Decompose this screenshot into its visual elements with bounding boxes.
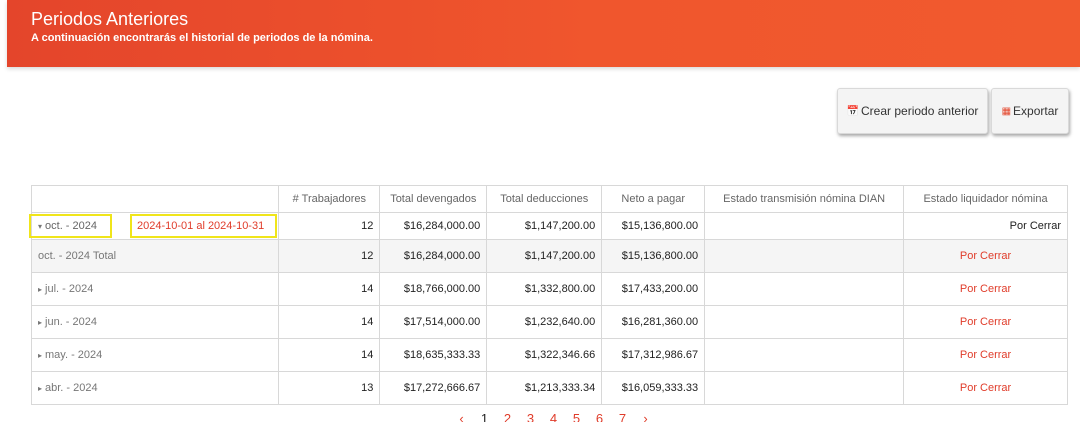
workers-cell: 14 — [278, 305, 381, 339]
neto-cell: $16,059,333.33 — [601, 371, 706, 405]
caret-right-icon[interactable]: ▸ — [38, 285, 43, 294]
column-header-deducciones: Total deducciones — [486, 185, 603, 213]
highlight-month — [29, 214, 112, 238]
neto-cell: $15,136,800.00 — [601, 212, 706, 240]
caret-right-icon[interactable]: ▸ — [38, 384, 43, 393]
spreadsheet-icon: ▦ — [1001, 105, 1012, 117]
column-header-estado: Estado liquidador nómina — [903, 185, 1068, 213]
table-row[interactable]: ▸ jun. - 2024 14 $17,514,000.00 $1,232,64… — [30, 305, 1068, 339]
neto-cell: $17,433,200.00 — [601, 272, 706, 306]
page-header: Periodos Anteriores A continuación encon… — [7, 0, 1080, 67]
column-header-neto: Neto a pagar — [601, 185, 706, 213]
deducciones-cell: $1,322,346.66 — [486, 338, 603, 372]
period-cell[interactable]: ▸ jul. - 2024 — [30, 272, 280, 306]
page-2[interactable]: 2 — [503, 411, 512, 422]
dian-cell — [704, 305, 905, 339]
period-label: may. - 2024 — [45, 349, 103, 361]
workers-cell: 12 — [278, 212, 381, 240]
dian-cell — [704, 371, 905, 405]
estado-cell[interactable]: Por Cerrar — [903, 371, 1068, 405]
prev-page-button[interactable]: ‹ — [459, 411, 464, 422]
period-cell[interactable]: ▸ jun. - 2024 — [30, 305, 280, 339]
deducciones-cell: $1,232,640.00 — [486, 305, 603, 339]
neto-cell: $15,136,800.00 — [601, 239, 706, 273]
estado-cell: Por Cerrar — [903, 212, 1068, 240]
page-6[interactable]: 6 — [595, 411, 604, 422]
dian-cell — [704, 338, 905, 372]
period-label: abr. - 2024 — [45, 382, 98, 394]
page-subtitle: A continuación encontrarás el historial … — [31, 32, 373, 44]
deducciones-cell: $1,147,200.00 — [486, 212, 603, 240]
table-header-row: # Trabajadores Total devengados Total de… — [30, 185, 1068, 213]
page-7[interactable]: 7 — [618, 411, 627, 422]
deducciones-cell: $1,213,333.34 — [486, 371, 603, 405]
devengados-cell: $18,766,000.00 — [379, 272, 488, 306]
estado-cell[interactable]: Por Cerrar — [903, 272, 1068, 306]
devengados-cell: $18,635,333.33 — [379, 338, 488, 372]
devengados-cell: $17,514,000.00 — [379, 305, 488, 339]
estado-cell[interactable]: Por Cerrar — [903, 338, 1068, 372]
dian-cell — [704, 239, 905, 273]
table-row[interactable]: ▸ may. - 2024 14 $18,635,333.33 $1,322,34… — [30, 338, 1068, 372]
caret-right-icon[interactable]: ▸ — [38, 351, 43, 360]
page-3[interactable]: 3 — [526, 411, 535, 422]
caret-right-icon[interactable]: ▸ — [38, 318, 43, 327]
page-1[interactable]: 1 — [480, 411, 489, 422]
devengados-cell: $16,284,000.00 — [379, 212, 488, 240]
table-row[interactable]: ▸ jul. - 2024 14 $18,766,000.00 $1,332,80… — [30, 272, 1068, 306]
devengados-cell: $16,284,000.00 — [379, 239, 488, 273]
period-label: jun. - 2024 — [45, 316, 97, 328]
pagination: ‹ 1 2 3 4 5 6 7 › — [450, 411, 657, 422]
dian-cell — [704, 272, 905, 306]
period-label: jul. - 2024 — [45, 283, 94, 295]
table-row-total: oct. - 2024 Total 12 $16,284,000.00 $1,1… — [30, 239, 1068, 273]
period-range-link[interactable]: 2024-10-01 al 2024-10-31 — [137, 220, 265, 232]
period-cell[interactable]: ▸ abr. - 2024 — [30, 371, 280, 405]
neto-cell: $17,312,986.67 — [601, 338, 706, 372]
export-button[interactable]: ▦ Exportar — [991, 88, 1069, 134]
highlight-range — [130, 214, 277, 238]
workers-cell: 12 — [278, 239, 381, 273]
export-label: Exportar — [1013, 104, 1059, 118]
next-page-button[interactable]: › — [643, 411, 648, 422]
deducciones-cell: $1,147,200.00 — [486, 239, 603, 273]
page-5[interactable]: 5 — [572, 411, 581, 422]
deducciones-cell: $1,332,800.00 — [486, 272, 603, 306]
period-total-label: oct. - 2024 Total — [30, 239, 280, 273]
workers-cell: 13 — [278, 371, 381, 405]
periods-table: # Trabajadores Total devengados Total de… — [30, 185, 1068, 405]
caret-down-icon[interactable]: ▾ — [38, 222, 43, 231]
period-expanded-toggle[interactable]: ▾ oct. - 2024 — [38, 220, 97, 232]
calendar-icon: 📅 — [846, 105, 860, 117]
period-label: oct. - 2024 — [45, 220, 97, 232]
workers-cell: 14 — [278, 272, 381, 306]
column-header-workers: # Trabajadores — [278, 185, 381, 213]
dian-cell — [704, 212, 905, 240]
table-row-expanded[interactable]: 12 $16,284,000.00 $1,147,200.00 $15,136,… — [30, 212, 1068, 240]
column-header-dian: Estado transmisión nómina DIAN — [704, 185, 905, 213]
neto-cell: $16,281,360.00 — [601, 305, 706, 339]
page-title: Periodos Anteriores — [31, 9, 189, 29]
devengados-cell: $17,272,666.67 — [379, 371, 488, 405]
create-period-button[interactable]: 📅 Crear periodo anterior — [837, 88, 988, 134]
workers-cell: 14 — [278, 338, 381, 372]
estado-cell[interactable]: Por Cerrar — [903, 305, 1068, 339]
page-4[interactable]: 4 — [549, 411, 558, 422]
period-cell[interactable]: ▸ may. - 2024 — [30, 338, 280, 372]
create-period-label: Crear periodo anterior — [861, 104, 979, 118]
column-header-period — [30, 185, 280, 213]
estado-cell[interactable]: Por Cerrar — [903, 239, 1068, 273]
column-header-devengados: Total devengados — [379, 185, 488, 213]
table-row[interactable]: ▸ abr. - 2024 13 $17,272,666.67 $1,213,33… — [30, 371, 1068, 405]
